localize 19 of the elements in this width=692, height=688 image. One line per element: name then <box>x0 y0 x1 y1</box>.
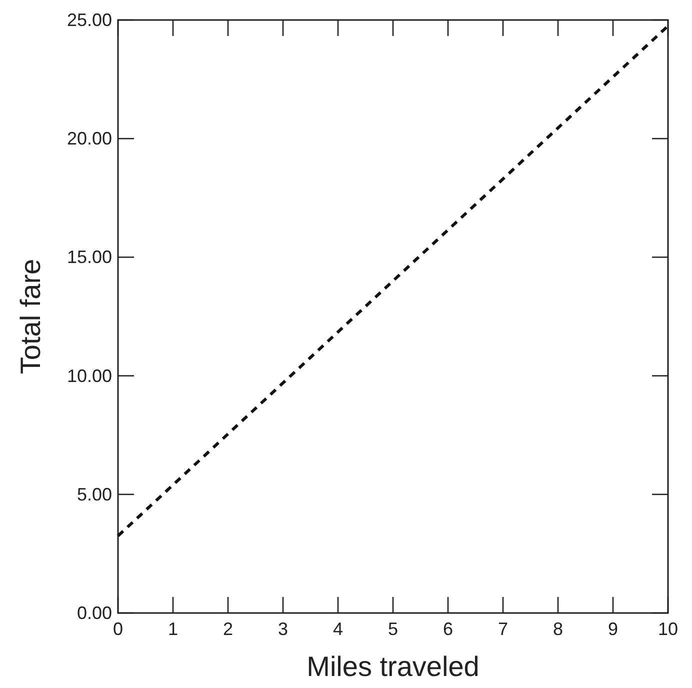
x-tick-label: 3 <box>278 619 288 639</box>
x-tick-label: 2 <box>222 619 234 639</box>
x-axis-title: Miles traveled <box>306 651 480 682</box>
y-tick-label: 5.00 <box>76 484 112 504</box>
x-tick-label: 4 <box>332 619 344 639</box>
y-axis-title: Total fare <box>15 258 46 374</box>
x-tick-label: 10 <box>658 619 678 639</box>
x-tick-label: 1 <box>168 619 178 639</box>
y-tick-label: 20.00 <box>66 128 112 149</box>
y-tick-label: 0.00 <box>76 603 112 623</box>
x-tick-label: 5 <box>388 619 398 639</box>
x-tick-label: 8 <box>552 619 564 639</box>
x-tick-label: 9 <box>608 619 618 639</box>
x-tick-label: 7 <box>498 619 508 639</box>
y-tick-label: 25.00 <box>66 10 112 30</box>
y-tick-label: 15.00 <box>66 247 112 268</box>
x-tick-label: 6 <box>442 619 454 639</box>
x-tick-label: 0 <box>112 619 124 639</box>
y-tick-label: 10.00 <box>66 366 112 386</box>
